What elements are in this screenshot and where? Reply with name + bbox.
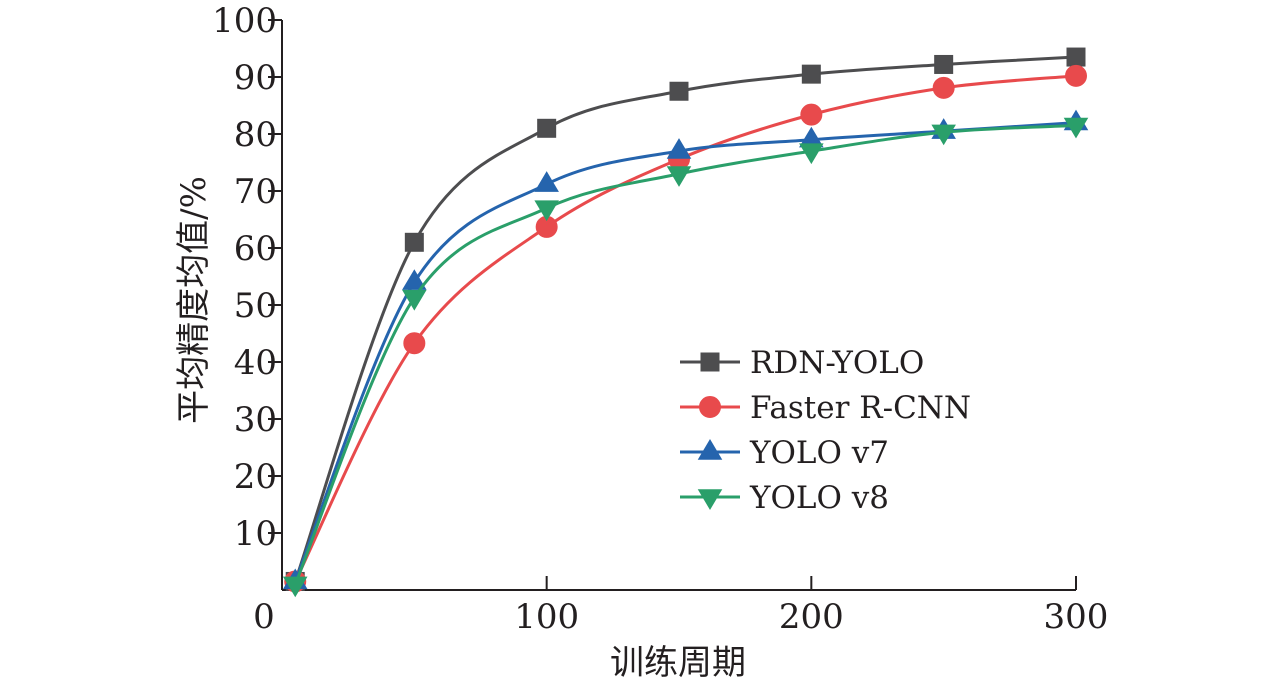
y-axis-title: 平均精度均值/% [174,176,214,424]
data-point [1066,47,1086,67]
data-point [282,576,308,598]
data-point [403,332,426,355]
y-tick-label: 30 [234,400,277,440]
legend-item: RDN-YOLO [680,345,924,381]
legend-item: YOLO v8 [680,480,889,516]
data-point [402,289,427,311]
y-tick-label: 10 [234,514,277,554]
x-tick-label: 0 [253,597,275,637]
data-point [799,143,824,165]
legend-label: YOLO v8 [749,480,889,516]
series-faster-r-cnn [284,64,1087,593]
legend-item: Faster R-CNN [680,390,971,426]
y-tick-label: 100 [212,1,277,41]
data-point [669,81,689,101]
data-point [666,138,692,159]
legend-marker [700,352,720,372]
x-axis-title: 训练周期 [610,643,746,683]
legend-item: YOLO v7 [680,435,889,471]
data-point [534,200,559,222]
x-tick-label: 200 [779,597,844,637]
series-line [293,123,1077,585]
y-tick-label: 20 [234,457,277,497]
series-line [293,55,1077,582]
data-point [534,171,559,192]
legend: RDN-YOLO Faster R-CNN YOLO v7 YOLO v8 [680,345,971,516]
series-layer [282,47,1089,598]
data-point [934,54,954,74]
legend-marker [697,439,723,460]
legend-marker [697,489,723,510]
y-tick-label: 50 [234,286,277,326]
data-point [402,269,427,290]
legend-label: RDN-YOLO [750,345,924,381]
data-point [800,103,823,126]
data-point [404,232,424,252]
y-tick-label: 70 [234,172,277,212]
axes: 10 20 30 40 50 60 70 80 90 100 0 100 200 300 [212,1,1108,637]
x-tick-label: 100 [514,597,579,637]
y-tick-label: 80 [234,115,277,155]
data-point [1065,64,1087,87]
y-tick-label: 40 [234,343,277,383]
legend-label: Faster R-CNN [750,390,971,426]
data-point [666,166,692,187]
y-tick-label: 60 [234,229,277,269]
legend-label: YOLO v7 [749,435,889,471]
y-tick-label: 90 [234,58,277,98]
series-yolo-v7 [282,109,1089,590]
x-tick-label: 300 [1044,597,1109,637]
legend-marker [699,396,721,418]
series-yolo-v8 [282,117,1089,598]
data-point [537,118,557,138]
data-point [801,64,821,84]
data-point [931,124,956,146]
data-point [1063,117,1089,139]
data-point [932,76,955,99]
